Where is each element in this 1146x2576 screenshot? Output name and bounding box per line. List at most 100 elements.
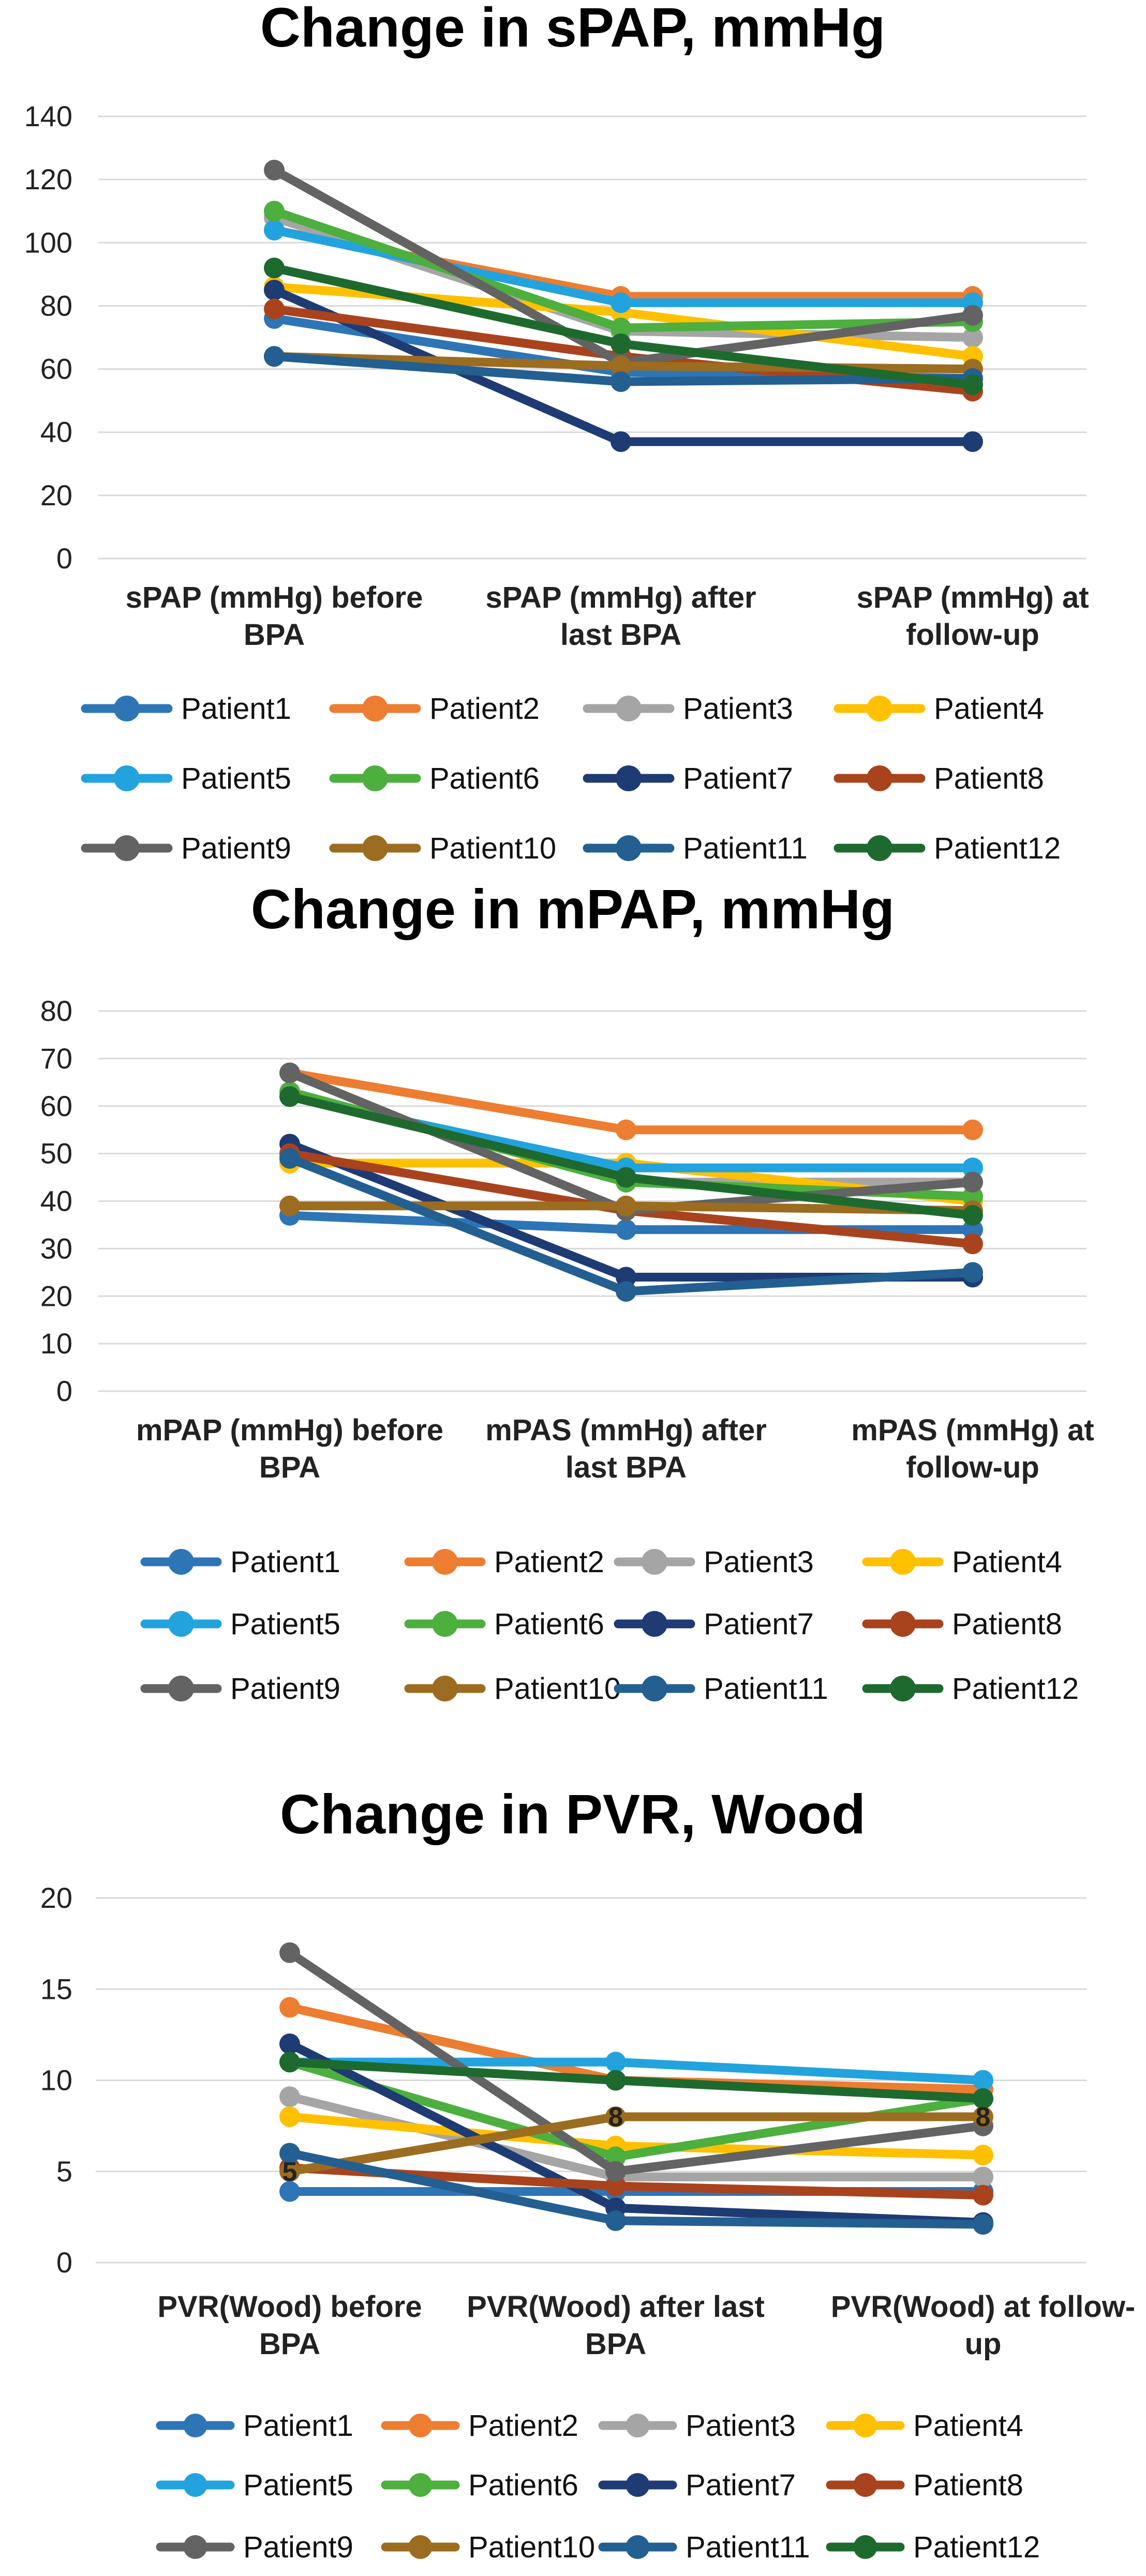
legend-label: Patient10 bbox=[429, 832, 556, 865]
legend-item-patient11: Patient11 bbox=[598, 2530, 810, 2564]
legend-item-patient3: Patient3 bbox=[583, 692, 793, 726]
chart-2: Change in mPAP, mmHg 0 10 20 30 40 50 60 70 80 mPA… bbox=[40, 878, 1094, 1706]
legend-swatch-marker bbox=[432, 1676, 458, 1701]
legend-swatch-marker bbox=[408, 2535, 433, 2559]
legend-label: Patient6 bbox=[494, 1607, 604, 1641]
legend-label: Patient7 bbox=[686, 2468, 796, 2502]
legend-swatch-marker bbox=[626, 2473, 650, 2497]
legend-swatch-marker bbox=[626, 2535, 650, 2559]
data-point bbox=[279, 1942, 300, 1963]
legend-label: Patient4 bbox=[913, 2409, 1023, 2443]
legend-item-patient7: Patient7 bbox=[598, 2468, 796, 2502]
series-patient12 bbox=[279, 1086, 983, 1226]
legend-swatch-marker bbox=[642, 1549, 667, 1575]
legend-label: Patient5 bbox=[181, 762, 291, 795]
legend-label: Patient8 bbox=[934, 762, 1044, 795]
legend-item-patient11: Patient11 bbox=[614, 1672, 828, 1706]
legend-swatch-marker bbox=[626, 2414, 650, 2437]
legend-label: Patient7 bbox=[683, 762, 793, 795]
data-point bbox=[605, 2161, 626, 2182]
legend-label: Patient9 bbox=[230, 1672, 340, 1706]
x-category-label: mPAS (mmHg) at follow-up bbox=[851, 1413, 1094, 1484]
legend-label: Patient6 bbox=[429, 762, 540, 795]
y-tick-label: 30 bbox=[40, 1232, 72, 1264]
data-point bbox=[962, 374, 983, 396]
data-point bbox=[616, 1267, 636, 1288]
legend-swatch-marker bbox=[853, 2414, 877, 2437]
series-patient5 bbox=[264, 219, 983, 313]
data-point bbox=[605, 2070, 626, 2091]
x-category-label: sPAP (mmHg) at follow-up bbox=[856, 581, 1089, 652]
chart-1: Change in sPAP, mmHg 0 20 40 60 80 100 120 140 sP… bbox=[24, 0, 1089, 865]
legend-swatch-marker bbox=[362, 696, 388, 721]
data-point bbox=[973, 2166, 993, 2188]
series-patient12 bbox=[264, 258, 983, 396]
legend-item-patient8: Patient8 bbox=[826, 2468, 1023, 2502]
legend-item-patient3: Patient3 bbox=[614, 1545, 814, 1579]
legend-label: Patient11 bbox=[683, 832, 808, 865]
x-category-label: PVR(Wood) after last BPA bbox=[467, 2290, 765, 2361]
legend-item-patient4: Patient4 bbox=[826, 2409, 1023, 2443]
series-patient11 bbox=[279, 2143, 993, 2235]
legend-label: Patient12 bbox=[913, 2530, 1040, 2564]
legend-swatch-marker bbox=[853, 2473, 877, 2497]
legend-label: Patient4 bbox=[934, 692, 1044, 726]
data-point bbox=[279, 1997, 300, 2018]
legend-item-patient10: Patient10 bbox=[404, 1672, 621, 1706]
legend-swatch-marker bbox=[183, 2535, 207, 2559]
data-label: 8 bbox=[976, 2102, 991, 2132]
data-point bbox=[962, 1233, 983, 1255]
legend-swatch-marker bbox=[183, 2473, 207, 2497]
data-point bbox=[611, 292, 631, 313]
data-point bbox=[264, 279, 285, 300]
legend-swatch-marker bbox=[408, 2414, 433, 2437]
legend-item-patient6: Patient6 bbox=[329, 762, 540, 795]
legend-label: Patient2 bbox=[494, 1545, 604, 1579]
legend-label: Patient1 bbox=[243, 2409, 353, 2443]
chart-title: Change in sPAP, mmHg bbox=[260, 0, 885, 58]
legend-swatch-marker bbox=[432, 1549, 458, 1575]
legend-swatch-marker bbox=[853, 2535, 877, 2559]
legend-item-patient9: Patient9 bbox=[140, 1672, 340, 1706]
legend-swatch-marker bbox=[890, 1549, 916, 1575]
legend-label: Patient2 bbox=[429, 692, 540, 726]
legend-swatch-marker bbox=[616, 765, 642, 791]
data-point bbox=[279, 2086, 300, 2107]
x-category-label: PVR(Wood) at follow-up bbox=[831, 2290, 1136, 2361]
data-point bbox=[973, 2106, 993, 2127]
legend-swatch-marker bbox=[432, 1611, 458, 1637]
legend-item-patient6: Patient6 bbox=[381, 2468, 578, 2502]
legend-label: Patient6 bbox=[468, 2468, 578, 2502]
data-point bbox=[611, 371, 631, 392]
legend: Patient1 Patient2 Patient3 Patient4 Patient5… bbox=[81, 692, 1061, 865]
data-point bbox=[611, 333, 631, 354]
legend-swatch-marker bbox=[890, 1676, 916, 1701]
legend-swatch-marker bbox=[168, 1611, 194, 1637]
chart-title: Change in PVR, Wood bbox=[280, 1783, 866, 1845]
data-point bbox=[279, 2033, 300, 2054]
data-point bbox=[264, 258, 285, 279]
data-point bbox=[962, 1262, 983, 1283]
x-category-label: sPAP (mmHg) after last BPA bbox=[485, 581, 756, 652]
y-tick-label: 15 bbox=[40, 1972, 72, 2005]
legend-item-patient1: Patient1 bbox=[81, 692, 291, 726]
legend-swatch-marker bbox=[114, 835, 140, 861]
series-patient11 bbox=[279, 1148, 983, 1302]
data-point bbox=[962, 431, 983, 453]
legend-swatch-marker bbox=[362, 765, 388, 791]
legend-swatch-marker bbox=[183, 2414, 207, 2437]
data-point bbox=[962, 1119, 983, 1140]
legend-item-patient5: Patient5 bbox=[156, 2468, 353, 2502]
data-point bbox=[616, 1195, 636, 1216]
legend-item-patient4: Patient4 bbox=[862, 1545, 1062, 1579]
x-category-label: mPAP (mmHg) before BPA bbox=[136, 1413, 443, 1484]
data-point bbox=[279, 2181, 300, 2202]
legend-label: Patient11 bbox=[704, 1672, 828, 1706]
legend-swatch-marker bbox=[616, 696, 642, 721]
y-tick-label: 60 bbox=[40, 353, 72, 385]
legend-swatch-marker bbox=[642, 1611, 667, 1637]
y-tick-label: 80 bbox=[40, 995, 72, 1027]
legend-item-patient12: Patient12 bbox=[826, 2530, 1040, 2564]
data-point bbox=[962, 1186, 983, 1207]
legend-item-patient5: Patient5 bbox=[81, 762, 291, 795]
